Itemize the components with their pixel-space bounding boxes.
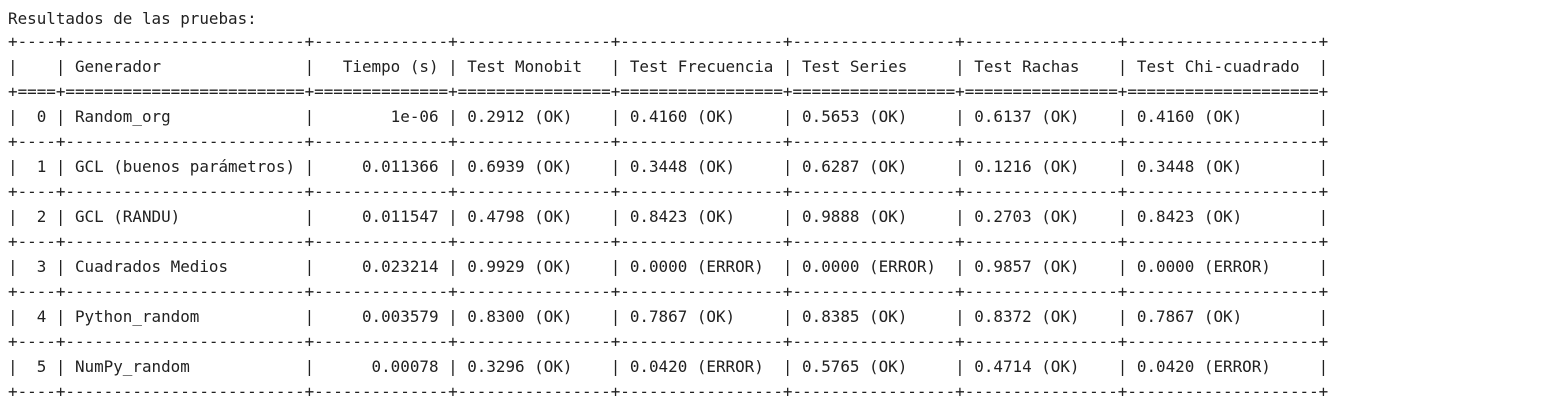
table-header-row: | | Generador | Tiempo (s) | Test Monobi… [8, 57, 1329, 76]
table-row: | 1 | GCL (buenos parámetros) | 0.011366… [8, 157, 1329, 176]
table-row: | 2 | GCL (RANDU) | 0.011547 | 0.4798 (O… [8, 207, 1329, 226]
table-row: | 0 | Random_org | 1e-06 | 0.2912 (OK) |… [8, 107, 1329, 126]
table-row-separator: +----+-------------------------+--------… [8, 232, 1329, 251]
table-header-separator: +====+=========================+========… [8, 82, 1329, 101]
table-bottom-border: +----+-------------------------+--------… [8, 382, 1329, 401]
table-row-separator: +----+-------------------------+--------… [8, 332, 1329, 351]
results-heading: Resultados de las pruebas: [8, 9, 257, 28]
table-row: | 3 | Cuadrados Medios | 0.023214 | 0.99… [8, 257, 1329, 276]
table-row-separator: +----+-------------------------+--------… [8, 182, 1329, 201]
console-output: Resultados de las pruebas: +----+--------… [8, 6, 1328, 404]
table-row: | 4 | Python_random | 0.003579 | 0.8300 … [8, 307, 1329, 326]
table-row-separator: +----+-------------------------+--------… [8, 282, 1329, 301]
table-row-separator: +----+-------------------------+--------… [8, 132, 1329, 151]
table-top-border: +----+-------------------------+--------… [8, 32, 1329, 51]
table-row: | 5 | NumPy_random | 0.00078 | 0.3296 (O… [8, 357, 1329, 376]
